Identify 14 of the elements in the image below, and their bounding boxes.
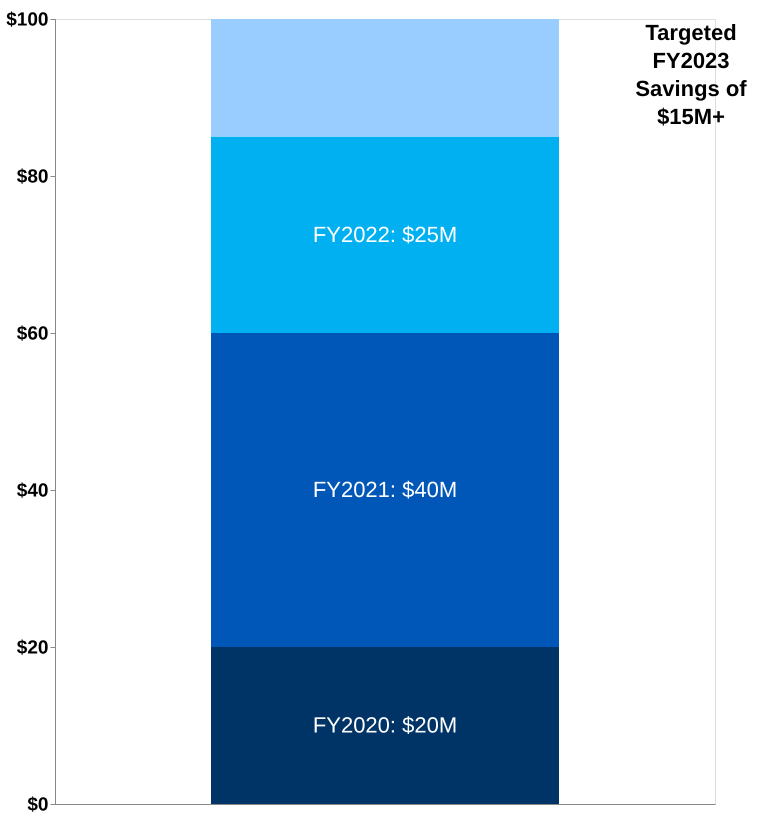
bar bbox=[211, 19, 559, 137]
data-label: FY2020: $20M bbox=[312, 712, 458, 738]
data-label: FY2021: $40M bbox=[312, 477, 458, 502]
bar bbox=[211, 333, 559, 647]
y-tick-label: $100 bbox=[6, 10, 48, 30]
annotation: Targeted FY2023 Savings of $15M+ bbox=[635, 20, 748, 129]
y-tick-label: $20 bbox=[16, 638, 48, 658]
data-label: FY2022: $25M bbox=[312, 222, 458, 247]
y-tick-label: $0 bbox=[27, 794, 48, 816]
bar bbox=[211, 647, 559, 804]
y-tick-label: $60 bbox=[16, 324, 48, 344]
y-tick-label: $80 bbox=[16, 166, 48, 188]
y-tick-label: $40 bbox=[16, 480, 48, 502]
bar bbox=[211, 136, 559, 333]
